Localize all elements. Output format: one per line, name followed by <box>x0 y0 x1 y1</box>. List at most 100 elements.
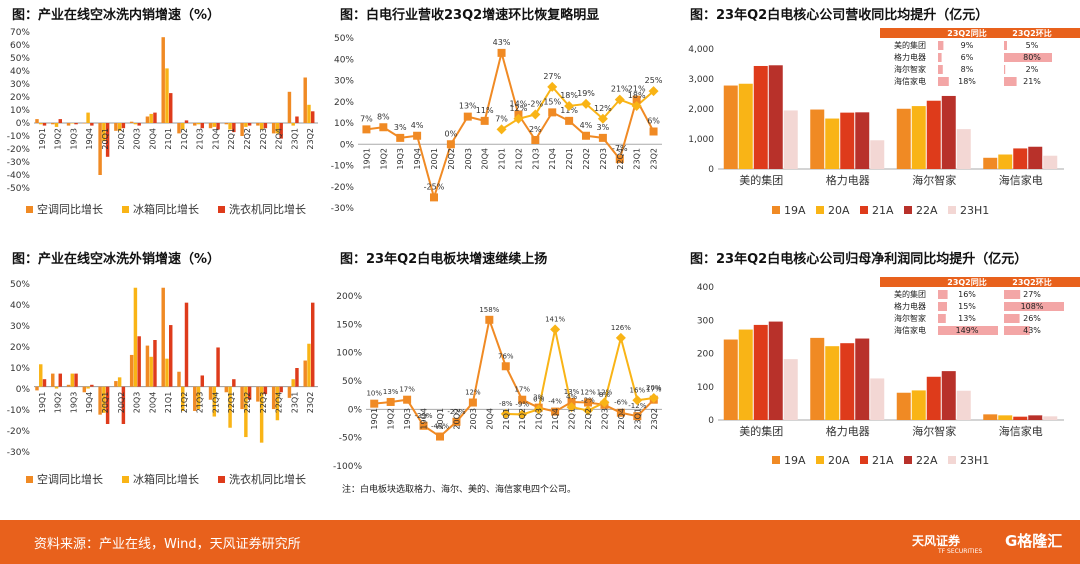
bar <box>42 123 47 126</box>
data-label: -12% <box>628 402 646 410</box>
data-label: 76% <box>498 352 514 360</box>
bar <box>39 364 43 387</box>
bar <box>307 343 311 387</box>
x-tick-label: 19Q3 <box>403 408 412 430</box>
y-tick-label: 100% <box>336 349 362 359</box>
y-tick-label: 20% <box>10 343 30 353</box>
chart2-title: 图：白电行业营收23Q2增速环比恢复略明显 <box>340 8 600 23</box>
bar <box>870 140 885 169</box>
x-tick-label: 格力电器 <box>826 424 870 438</box>
point-marker <box>480 116 489 125</box>
bar <box>98 123 102 175</box>
y-tick-label: 400 <box>697 283 714 293</box>
table-value: 108% <box>1021 302 1044 311</box>
bar <box>98 386 102 415</box>
bar <box>196 386 201 410</box>
point-marker <box>446 140 455 149</box>
bar <box>102 123 106 142</box>
point-marker <box>533 404 544 415</box>
point-marker <box>370 399 379 408</box>
data-label: 12% <box>597 389 613 397</box>
data-label: 25% <box>645 76 663 85</box>
bar <box>263 386 268 395</box>
point-marker <box>386 397 395 406</box>
point-marker <box>632 95 641 104</box>
data-label: -7% <box>612 144 628 153</box>
bar <box>193 386 197 411</box>
sector-growth-line-chart: -100%-50%0%50%100%150%200%10% 13% 17%-29%-… <box>333 292 662 472</box>
data-label: 3% <box>533 394 544 402</box>
bar <box>244 386 248 438</box>
legend-label: 洗衣机同比增长 <box>229 202 306 216</box>
bar <box>54 123 59 127</box>
table-databar <box>938 314 946 323</box>
table-row-label: 格力电器 <box>894 301 926 311</box>
bar <box>825 346 840 420</box>
bar <box>310 111 315 123</box>
table-value: 80% <box>1023 53 1041 62</box>
y-tick-label: 0% <box>348 405 363 415</box>
data-label: 3% <box>394 123 407 132</box>
x-tick-label: 20Q2 <box>447 148 456 170</box>
bar <box>783 110 798 169</box>
x-tick-label: 22Q1 <box>227 128 236 150</box>
bar <box>51 123 55 125</box>
bar <box>66 123 71 126</box>
x-tick-label: 20Q4 <box>481 148 490 170</box>
bar <box>66 384 71 387</box>
legend-label: 空调同比增长 <box>37 472 103 486</box>
legend-label: 洗衣机同比增长 <box>229 472 306 486</box>
x-tick-label: 格力电器 <box>826 173 870 187</box>
table-databar <box>1004 41 1007 50</box>
bar <box>926 376 941 420</box>
bar <box>983 157 998 169</box>
bar <box>145 345 150 387</box>
data-label: 13% <box>383 388 399 396</box>
table-databar <box>938 41 944 50</box>
bar <box>90 123 94 126</box>
x-tick-label: 19Q1 <box>38 392 47 414</box>
data-label: 11% <box>476 106 494 115</box>
legend-swatch <box>860 206 868 214</box>
point-marker <box>500 408 511 419</box>
x-tick-label: 22Q2 <box>243 128 252 150</box>
legend-label: 22A <box>916 454 938 467</box>
bar <box>208 123 213 129</box>
y-tick-label: 60% <box>10 41 30 51</box>
legend-swatch <box>218 476 225 483</box>
bar <box>1028 415 1043 420</box>
x-tick-label: 19Q1 <box>362 148 371 170</box>
point-marker <box>564 101 575 111</box>
bar <box>153 340 157 387</box>
bar <box>855 112 870 169</box>
data-label: 12% <box>510 104 528 113</box>
data-label: 20% <box>646 384 662 392</box>
x-tick-label: 21Q1 <box>164 392 173 414</box>
point-marker <box>648 86 659 97</box>
bar <box>149 356 153 387</box>
point-marker <box>547 81 558 92</box>
bar <box>263 123 268 129</box>
point-marker <box>566 402 577 413</box>
bar <box>58 119 63 123</box>
y-tick-label: 50% <box>342 377 362 387</box>
x-tick-label: 21Q2 <box>180 392 189 414</box>
y-tick-label: -50% <box>339 434 363 444</box>
bar <box>247 386 252 400</box>
bar <box>1028 146 1043 169</box>
legend-label: 22A <box>916 204 938 217</box>
bar <box>783 359 798 420</box>
chart6-title: 图：23年Q2白电核心公司归母净利润同比均提升（亿元） <box>690 252 1028 267</box>
bar <box>133 287 138 387</box>
point-marker <box>599 397 610 408</box>
x-tick-label: 美的集团 <box>739 424 783 438</box>
y-tick-label: 50% <box>334 34 354 44</box>
x-tick-label: 19Q4 <box>85 392 94 414</box>
point-marker <box>517 409 528 420</box>
y-tick-label: 70% <box>10 28 30 38</box>
y-tick-label: 20% <box>334 98 354 108</box>
bar <box>279 123 283 139</box>
x-tick-label: 23Q2 <box>650 148 659 170</box>
bar <box>303 360 307 387</box>
